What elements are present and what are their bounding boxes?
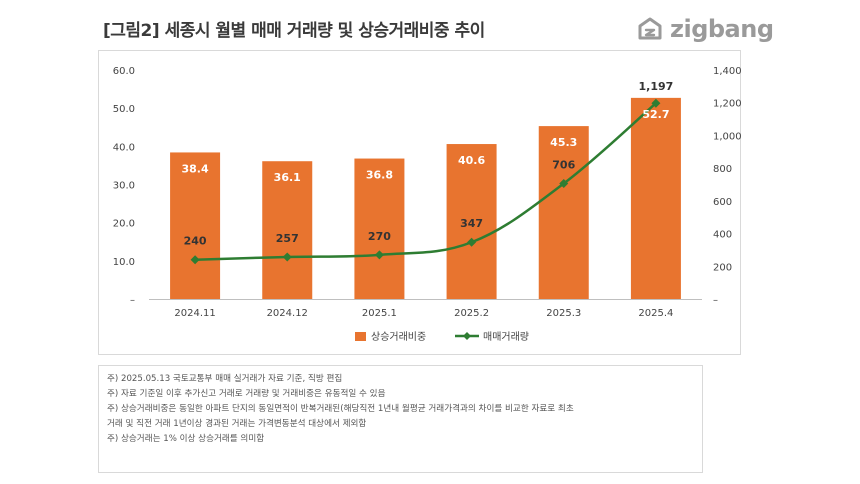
line-point-2024.11 [190,255,200,265]
y-left-tick-label: – [130,295,135,306]
bar-data-label: 36.1 [274,171,301,184]
bar-2025.3 [538,126,589,299]
line-data-label: 257 [276,232,299,245]
figure-title: [그림2] 세종시 월별 매매 거래량 및 상승거래비중 추이 [103,21,485,41]
y-right-tick-label: 800 [713,164,732,175]
bar-data-label: 40.6 [458,154,485,167]
bar-data-label: 36.8 [366,169,393,182]
x-tick-label: 2025.4 [638,308,673,319]
y-right-tick-label: – [713,295,718,306]
y-right-tick-label: 400 [713,230,732,241]
zigbang-logo-icon [638,17,662,40]
line-point-2025.4 [651,98,661,108]
y-right-tick-label: 1,400 [713,66,742,77]
bar-2024.11 [170,152,221,299]
combo-chart: – 10.0 20.0 30.0 40.0 50.0 60.0 – 200 400 600 800 1,… [113,66,742,343]
y-right-tick-label: 1,000 [713,131,742,142]
note-line-4: 거래 및 직전 거래 1년이상 경과된 거래는 가격변동분석 대상에서 제외함 [107,419,367,429]
legend-label-bar: 상승거래비중 [371,331,426,343]
bar-data-label: 52.7 [642,108,669,121]
note-line-3: 주) 상승거래비중은 동일한 아파트 단지의 동일면적이 반복거래된(해당직전 … [107,404,574,414]
bar-2025.2 [446,144,497,299]
zigbang-logo: zigbang [636,15,774,43]
x-tick-label: 2025.2 [454,308,489,319]
x-tick-label: 2025.3 [546,308,581,319]
x-tick-label: 2024.12 [267,308,308,319]
line-point-2025.3 [559,179,569,189]
y-right-tick-label: 200 [713,262,732,273]
chart-container: – 10.0 20.0 30.0 40.0 50.0 60.0 – 200 400 600 800 1,… [98,50,742,355]
note-line-2: 주) 자료 기준일 이후 추가신고 거래로 거래량 및 거래비중은 유동적일 수… [107,389,386,399]
logo-text: zigbang [670,15,774,43]
line-data-label: 1,197 [639,80,674,93]
line-series-매매거래량 [195,102,657,261]
x-tick-label: 2025.1 [362,308,397,319]
legend-swatch-bar [355,332,366,341]
y-left-tick-label: 20.0 [113,219,135,230]
line-point-2025.2 [467,237,477,247]
y-right-tick-label: 600 [713,197,732,208]
line-data-label: 706 [552,159,575,172]
y-left-tick-label: 50.0 [113,104,135,115]
x-tick-label: 2024.11 [174,308,215,319]
line-point-2025.1 [374,250,384,260]
y-left-tick-label: 30.0 [113,181,135,192]
note-line-5: 주) 상승거래는 1% 이상 상승거래를 의미함 [107,434,265,444]
bar-2025.1 [354,158,405,299]
bar-2025.4 [630,97,681,299]
y-left-tick-label: 60.0 [113,66,135,77]
line-data-label: 347 [460,217,483,230]
y-left-tick-label: 40.0 [113,142,135,153]
bar-2024.12 [262,161,313,299]
bar-data-label: 38.4 [182,162,209,175]
line-point-2024.12 [282,252,292,262]
y-left-tick-label: 10.0 [113,257,135,268]
note-line-1: 주) 2025.05.13 국토교통부 매매 실거래가 자료 기준, 직방 편집 [107,374,343,384]
y-right-tick-label: 1,200 [713,99,742,110]
line-data-label: 270 [368,230,391,243]
legend-marker-line [463,332,471,340]
legend-label-line: 매매거래량 [483,331,529,343]
notes-box: 주) 2025.05.13 국토교통부 매매 실거래가 자료 기준, 직방 편집… [98,365,703,473]
line-data-label: 240 [184,235,207,248]
bar-data-label: 45.3 [550,136,577,149]
